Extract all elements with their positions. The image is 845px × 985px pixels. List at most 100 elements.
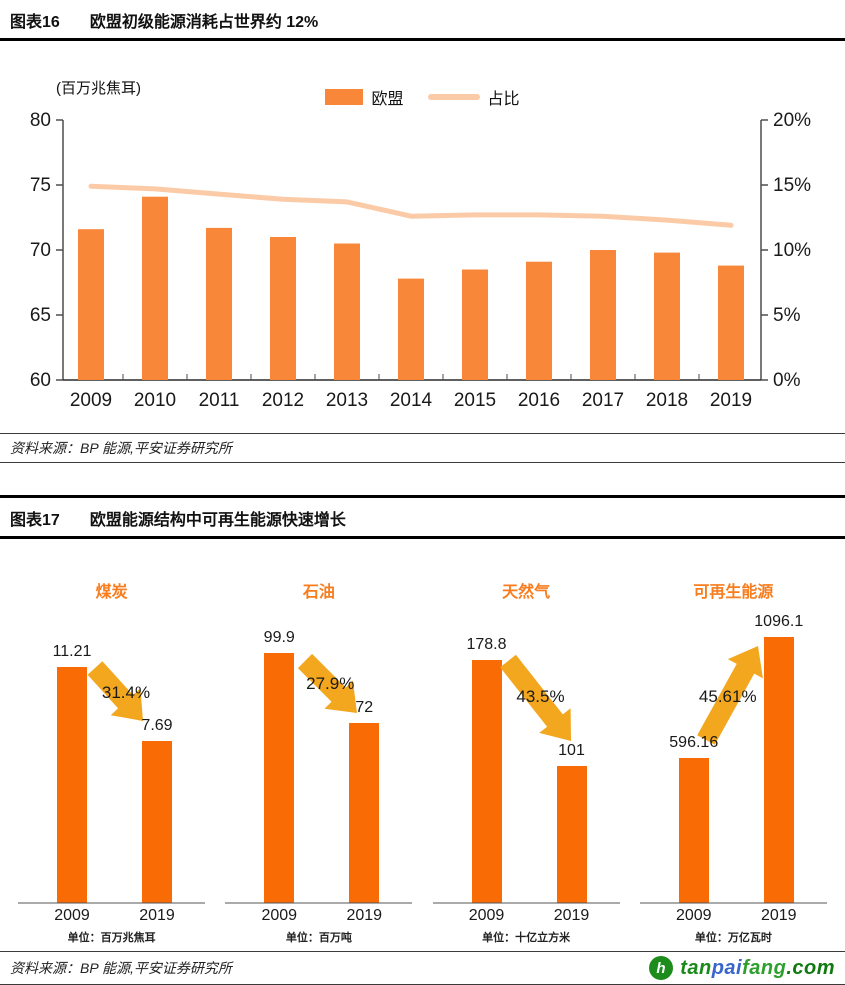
eu-consumption-bar [718, 265, 744, 380]
tanpaifang-logo: h tanpaifang.com [649, 956, 835, 980]
left-axis-tick-label: 60 [30, 370, 51, 391]
right-axis-tick-label: 15% [773, 175, 811, 196]
panel-bar [678, 758, 709, 903]
change-percent-label: 27.9% [306, 674, 355, 693]
section-gap [0, 463, 845, 495]
logo-text-part: tan [680, 956, 712, 979]
panel-title: 可再生能源 [693, 584, 774, 601]
panel-chart [639, 637, 827, 904]
eu-consumption-bar [526, 261, 552, 380]
figure17-section: 图表17 欧盟能源结构中可再生能源快速增长 煤炭 11.21 7.69 31.4% 20… [0, 495, 845, 985]
panel-title: 天然气 [502, 584, 551, 601]
tanpaifang-logo-icon: h [649, 956, 674, 980]
panel-chart [18, 661, 205, 904]
eu-consumption-bar [590, 250, 616, 380]
right-axis-tick-label: 10% [773, 240, 811, 261]
panel-bar [57, 667, 87, 903]
figure16-source-row: 资料来源：BP 能源,平安证券研究所 [0, 433, 845, 463]
x-axis-year-label: 2012 [262, 390, 304, 411]
share-line [88, 183, 734, 228]
eu-consumption-bar [654, 252, 680, 380]
panel-year-label: 2019 [346, 907, 383, 924]
tanpaifang-logo-text: tanpaifang.com [680, 957, 835, 980]
left-axis-tick-label: 65 [30, 305, 51, 326]
panel-unit-label: 单位：百万吨 [285, 932, 352, 944]
bar-value-label: 72 [355, 699, 374, 716]
panel-year-label: 2009 [261, 907, 298, 924]
right-axis-tick-label: 0% [773, 370, 801, 391]
legend-bar-swatch [325, 89, 364, 105]
x-axis-year-label: 2014 [390, 390, 433, 411]
panel-unit-label: 单位：万亿瓦时 [694, 932, 772, 944]
figure16-chart: (百万兆焦耳) 欧盟 占比 60 65 70 75 80 0% 5% 10% 15% 20% 200… [0, 41, 845, 433]
left-axis-tick-label: 80 [30, 110, 51, 131]
panel-bar [763, 637, 794, 903]
logo-text-part: fang [742, 956, 787, 979]
x-axis-year-label: 2015 [454, 390, 496, 411]
figure16-title: 欧盟初级能源消耗占世界约 12% [89, 14, 319, 31]
figure17-source-text: 资料来源：BP 能源,平安证券研究所 [10, 960, 232, 976]
energy-panel-1: 煤炭 11.21 7.69 31.4% 2009 2019 单位：百万兆焦耳 [8, 539, 215, 951]
legend-line-swatch [427, 94, 480, 100]
panel-year-label: 2009 [468, 907, 505, 924]
right-axis-tick-label: 5% [773, 305, 801, 326]
panel-year-label: 2009 [675, 907, 712, 924]
panel-bar [349, 723, 380, 903]
figure16-legend: 欧盟 占比 [0, 85, 845, 109]
figure16-header: 图表16 欧盟初级能源消耗占世界约 12% [0, 0, 845, 41]
eu-consumption-bar [462, 269, 488, 380]
left-axis-tick-label: 70 [30, 240, 51, 261]
x-axis-year-label: 2010 [134, 390, 176, 411]
bar-value-label: 178.8 [466, 636, 507, 653]
energy-panel-3: 天然气 178.8 101 43.5% 2009 2019 单位：十亿立方米 [423, 539, 630, 951]
panel-chart [432, 654, 620, 904]
panel-unit-label: 单位：十亿立方米 [482, 932, 571, 944]
energy-panel-4: 可再生能源 596.16 1096.1 45.61% 2009 2019 单位：万亿瓦时 [630, 539, 837, 951]
decrease-arrow-icon [87, 661, 143, 721]
eu-consumption-bar [270, 237, 296, 380]
change-percent-label: 45.61% [698, 687, 757, 706]
figure17-tag: 图表17 [10, 512, 60, 529]
legend-label-eu: 欧盟 [371, 91, 404, 108]
logo-text-part: pai [711, 956, 743, 979]
logo-text-part: .com [786, 956, 835, 979]
bar-value-label: 596.16 [669, 734, 719, 751]
eu-consumption-bar [142, 196, 168, 380]
bar-value-label: 101 [558, 742, 585, 759]
decrease-arrow-icon [298, 653, 358, 713]
figure16-source-text: 资料来源：BP 能源,平安证券研究所 [10, 440, 232, 456]
eu-consumption-bar [78, 229, 104, 380]
panel-title: 石油 [302, 584, 335, 601]
x-axis-year-label: 2017 [582, 390, 624, 411]
bar-value-label: 99.9 [263, 629, 295, 646]
x-axis-year-label: 2018 [646, 390, 688, 411]
x-axis-year-label: 2019 [710, 390, 752, 411]
panel-bar [471, 660, 502, 903]
left-axis-unit-label: (百万兆焦耳) [56, 80, 141, 97]
panel-bar [556, 766, 587, 903]
figure17-title: 欧盟能源结构中可再生能源快速增长 [89, 512, 346, 529]
panel-bar [142, 741, 172, 903]
figure16-tag: 图表16 [10, 14, 60, 31]
change-percent-label: 31.4% [101, 683, 151, 702]
panel-unit-label: 单位：百万兆焦耳 [67, 932, 156, 944]
panel-title: 煤炭 [95, 584, 128, 601]
eu-consumption-bar [206, 227, 232, 380]
energy-mix-panels: 煤炭 11.21 7.69 31.4% 2009 2019 单位：百万兆焦耳 石油 99.9 72… [0, 539, 845, 951]
figure16-section: 图表16 欧盟初级能源消耗占世界约 12% (百万兆焦耳) 欧盟 占比 60 65… [0, 0, 845, 463]
bar-value-label: 1096.1 [754, 613, 804, 630]
eu-consumption-bar [334, 243, 360, 380]
left-axis-tick-label: 75 [30, 175, 51, 196]
x-axis-year-label: 2013 [326, 390, 368, 411]
panel-year-label: 2019 [553, 907, 590, 924]
increase-arrow-icon [696, 646, 763, 745]
panel-year-label: 2009 [54, 907, 90, 924]
legend-label-share: 占比 [487, 91, 520, 108]
x-axis-year-label: 2009 [70, 390, 112, 411]
eu-primary-energy-chart: 60 65 70 75 80 0% 5% 10% 15% 20% 2009 2010 2011 2012 2… [30, 110, 811, 411]
panel-chart [225, 653, 413, 904]
x-axis-year-label: 2016 [518, 390, 560, 411]
x-axis-year-label: 2011 [199, 390, 240, 411]
panel-bar [264, 653, 295, 903]
